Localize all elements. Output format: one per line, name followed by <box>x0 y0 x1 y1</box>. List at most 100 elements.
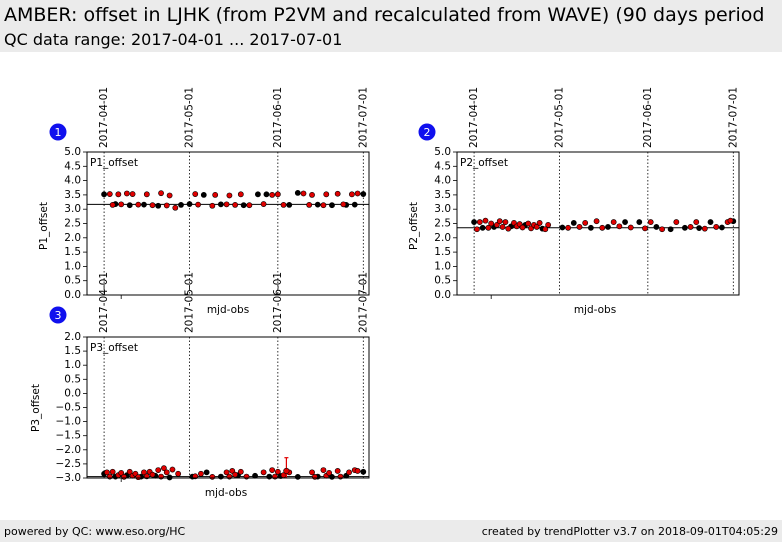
black-data-point <box>178 202 184 208</box>
red-data-point <box>223 469 230 476</box>
panel-number-badge <box>418 123 436 141</box>
black-data-point <box>707 219 714 225</box>
y-tick-label: 2.0 <box>434 232 451 244</box>
black-data-point <box>351 201 358 208</box>
y-tick-label: 3.5 <box>64 189 81 201</box>
black-data-point <box>141 201 147 208</box>
red-data-point <box>237 191 244 198</box>
black-data-point <box>200 191 207 198</box>
y-tick-label: 1.5 <box>434 246 451 258</box>
black-data-point <box>286 202 293 208</box>
red-data-point <box>226 192 233 199</box>
red-data-point <box>158 190 164 197</box>
red-data-point <box>166 192 173 199</box>
y-tick-label: 5.0 <box>434 146 451 158</box>
date-tick-label: 2017-04-01 <box>98 272 110 333</box>
black-data-point <box>240 202 247 209</box>
y-tick-label: 0.0 <box>434 289 451 301</box>
y-tick-label: 1.0 <box>64 359 81 371</box>
red-data-point <box>647 219 654 225</box>
y-tick-label: −1.0 <box>56 416 82 428</box>
red-data-point <box>542 226 549 233</box>
panel-number-text: 3 <box>55 309 62 322</box>
red-data-point <box>334 468 341 474</box>
red-data-point <box>533 224 540 230</box>
y-tick-label: 0.5 <box>434 275 451 287</box>
red-data-point <box>141 469 147 476</box>
black-data-point <box>360 468 367 475</box>
red-data-point <box>163 202 170 209</box>
header-bar: AMBER: offset in LJHK (from P2VM and rec… <box>0 0 782 52</box>
black-data-point <box>622 219 628 225</box>
black-data-point <box>681 224 688 231</box>
red-data-point <box>192 191 199 197</box>
red-data-point <box>115 191 122 198</box>
red-data-point <box>169 466 176 473</box>
date-tick-label: 2017-07-01 <box>727 87 739 148</box>
black-data-point <box>719 224 725 231</box>
y-tick-label: 0.5 <box>64 275 81 287</box>
y-axis-label: P3_offset <box>30 384 42 432</box>
black-data-point <box>570 220 577 226</box>
red-data-point <box>198 470 204 477</box>
chart-panel-3: 2017-04-01 2017-05-01 2017-06-01 2017-07-01… <box>30 272 370 499</box>
red-data-point <box>135 201 142 208</box>
plot-frame <box>86 151 370 296</box>
red-data-point <box>323 191 330 198</box>
red-data-point <box>474 226 480 233</box>
black-data-point <box>294 189 301 196</box>
red-data-point <box>246 202 253 209</box>
date-tick-label: 2017-05-01 <box>184 272 196 333</box>
footer-bar: powered by QC: www.eso.org/HC created by… <box>0 520 782 542</box>
red-data-point <box>175 470 182 477</box>
panel-label: P2_offset <box>460 157 508 169</box>
red-data-point <box>106 191 113 197</box>
y-tick-label: 1.5 <box>64 345 81 357</box>
date-tick-label: 2017-04-01 <box>98 87 110 148</box>
red-data-point <box>163 469 170 476</box>
red-data-point <box>309 469 315 476</box>
red-data-point <box>593 218 600 225</box>
red-data-point <box>502 219 509 225</box>
date-tick-label: 2017-06-01 <box>642 87 654 148</box>
red-data-point <box>260 201 267 207</box>
chart-panel-2: 2017-04-01 2017-05-01 2017-06-01 2017-07-01… <box>408 87 740 316</box>
red-data-point <box>673 219 680 225</box>
black-data-point <box>696 225 703 231</box>
red-data-point <box>209 202 216 209</box>
panel-number-text: 2 <box>424 126 431 139</box>
red-data-point <box>109 468 116 475</box>
plots-area: 2017-04-01 2017-05-01 2017-06-01 2017-07-01… <box>30 87 740 499</box>
red-data-point <box>320 202 327 209</box>
panel-number-badge <box>49 123 67 141</box>
red-data-point <box>701 225 708 232</box>
black-data-point <box>636 219 643 225</box>
y-tick-label: 2.0 <box>64 331 81 343</box>
date-tick-label: 2017-07-01 <box>357 272 369 333</box>
y-tick-label: 3.5 <box>434 189 451 201</box>
red-data-point <box>195 201 201 208</box>
black-data-point <box>329 202 335 209</box>
black-data-point <box>186 201 193 207</box>
y-tick-label: 4.5 <box>64 160 81 172</box>
red-data-point <box>155 467 162 474</box>
red-data-point <box>476 219 483 225</box>
black-data-point <box>559 224 566 231</box>
red-data-point <box>525 220 532 227</box>
red-data-point <box>121 473 127 480</box>
red-data-point <box>280 202 287 208</box>
red-data-point <box>209 473 216 480</box>
y-tick-label: −3.0 <box>56 472 82 484</box>
red-data-point <box>536 220 543 226</box>
black-data-point <box>166 474 173 481</box>
black-data-point <box>479 224 486 231</box>
x-axis-label: mjd-obs <box>574 304 616 316</box>
red-data-point <box>693 219 700 225</box>
red-data-point <box>274 191 281 198</box>
red-data-point <box>496 218 503 225</box>
red-data-point <box>599 224 606 231</box>
red-data-point <box>274 468 281 475</box>
y-tick-label: −1.5 <box>56 430 82 442</box>
x-axis-label: mjd-obs <box>205 487 247 499</box>
red-data-point <box>135 474 142 481</box>
